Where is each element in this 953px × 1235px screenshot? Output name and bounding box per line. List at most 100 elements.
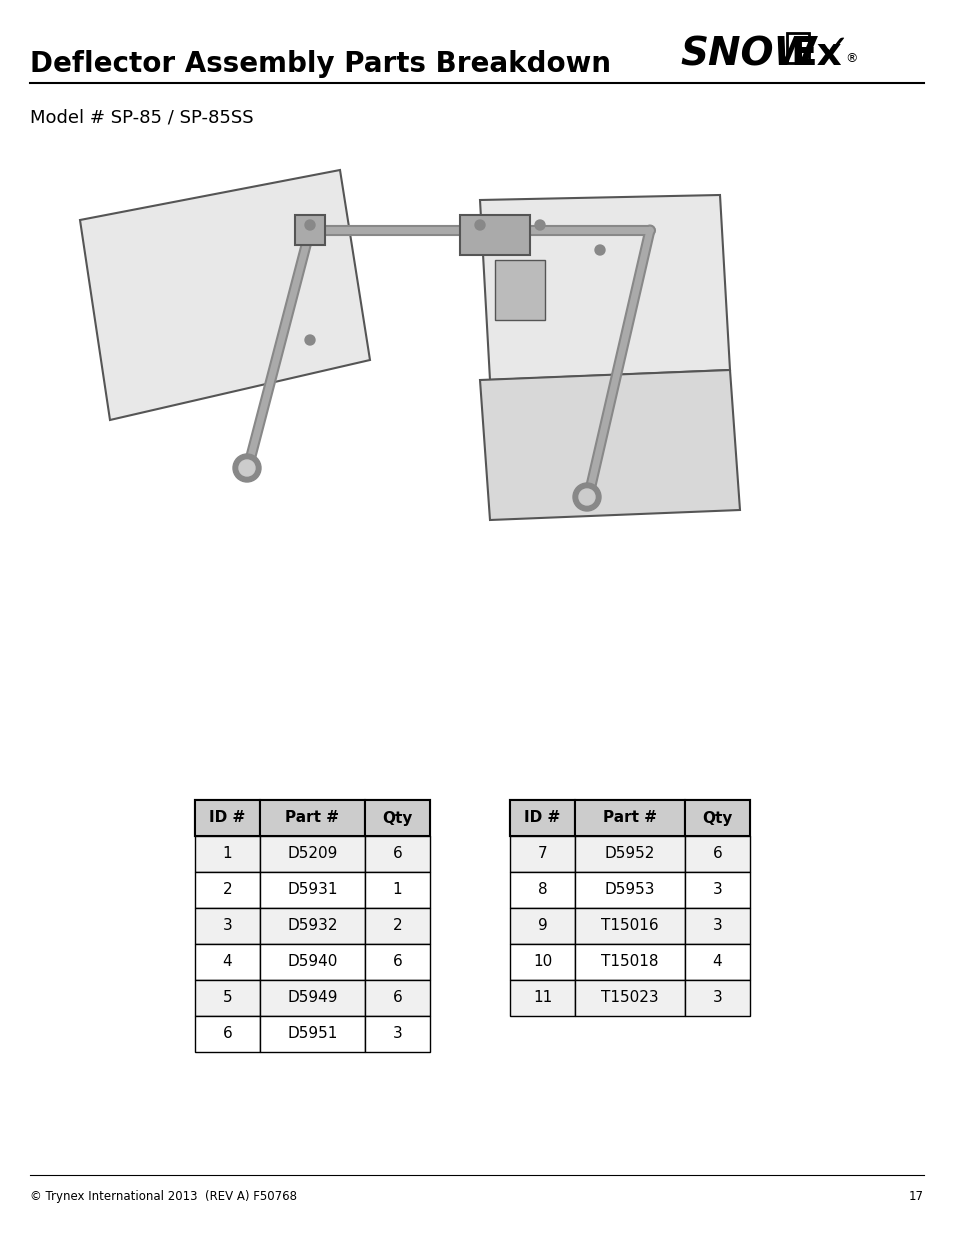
- Text: 8: 8: [537, 883, 547, 898]
- Bar: [365, 836, 430, 872]
- Text: 7: 7: [537, 846, 547, 862]
- Text: 5: 5: [222, 990, 233, 1005]
- Text: 6: 6: [393, 846, 402, 862]
- Bar: [260, 836, 365, 872]
- Circle shape: [535, 220, 544, 230]
- Bar: [365, 908, 430, 944]
- Text: Model # SP-85 / SP-85SS: Model # SP-85 / SP-85SS: [30, 107, 253, 126]
- Bar: [684, 981, 749, 1016]
- Bar: [365, 981, 430, 1016]
- Polygon shape: [80, 170, 370, 420]
- Polygon shape: [479, 195, 729, 380]
- Bar: [684, 836, 749, 872]
- Circle shape: [233, 454, 261, 482]
- Bar: [260, 872, 365, 908]
- Polygon shape: [479, 370, 740, 520]
- Text: 3: 3: [222, 919, 233, 934]
- Bar: [194, 981, 260, 1016]
- Bar: [510, 800, 749, 836]
- Bar: [459, 215, 530, 254]
- Text: 4: 4: [712, 955, 721, 969]
- Text: D5932: D5932: [287, 919, 337, 934]
- Text: Qty: Qty: [701, 810, 732, 825]
- Circle shape: [595, 245, 604, 254]
- Text: D5951: D5951: [287, 1026, 337, 1041]
- Text: Qty: Qty: [382, 810, 413, 825]
- Text: ✓: ✓: [820, 33, 849, 67]
- Text: T15018: T15018: [600, 955, 659, 969]
- Bar: [194, 800, 430, 836]
- Text: 9: 9: [537, 919, 547, 934]
- Bar: [365, 944, 430, 981]
- Text: 3: 3: [712, 919, 721, 934]
- Bar: [786, 33, 808, 63]
- Text: 6: 6: [222, 1026, 233, 1041]
- Text: T15016: T15016: [600, 919, 659, 934]
- Text: T15023: T15023: [600, 990, 659, 1005]
- Bar: [510, 800, 575, 836]
- Circle shape: [475, 220, 484, 230]
- Bar: [260, 800, 365, 836]
- Text: 6: 6: [712, 846, 721, 862]
- Bar: [365, 872, 430, 908]
- Bar: [575, 836, 684, 872]
- Bar: [684, 800, 749, 836]
- Text: Ex: Ex: [789, 35, 841, 73]
- Bar: [575, 800, 684, 836]
- Bar: [510, 872, 575, 908]
- Bar: [575, 908, 684, 944]
- Text: 3: 3: [393, 1026, 402, 1041]
- Text: ID #: ID #: [209, 810, 245, 825]
- Bar: [260, 1016, 365, 1052]
- Bar: [194, 872, 260, 908]
- Text: ®: ®: [844, 52, 857, 65]
- Text: 17: 17: [908, 1191, 923, 1203]
- Bar: [194, 836, 260, 872]
- Text: 10: 10: [533, 955, 552, 969]
- Bar: [365, 1016, 430, 1052]
- Text: D5209: D5209: [287, 846, 337, 862]
- Text: D5949: D5949: [287, 990, 337, 1005]
- Text: D5953: D5953: [604, 883, 655, 898]
- Bar: [575, 944, 684, 981]
- Bar: [294, 215, 325, 245]
- Bar: [684, 908, 749, 944]
- Bar: [510, 836, 575, 872]
- Text: 1: 1: [222, 846, 233, 862]
- Text: Part #: Part #: [285, 810, 339, 825]
- Bar: [260, 908, 365, 944]
- Text: 3: 3: [712, 883, 721, 898]
- Bar: [684, 944, 749, 981]
- Bar: [365, 800, 430, 836]
- Text: 11: 11: [533, 990, 552, 1005]
- Text: © Trynex International 2013  (REV A) F50768: © Trynex International 2013 (REV A) F507…: [30, 1191, 296, 1203]
- Text: 6: 6: [393, 990, 402, 1005]
- Text: 3: 3: [712, 990, 721, 1005]
- Bar: [575, 981, 684, 1016]
- Text: Part #: Part #: [602, 810, 657, 825]
- Text: 6: 6: [393, 955, 402, 969]
- Bar: [194, 944, 260, 981]
- Bar: [510, 981, 575, 1016]
- Circle shape: [573, 483, 600, 511]
- Text: ID #: ID #: [524, 810, 560, 825]
- Bar: [684, 872, 749, 908]
- Text: D5931: D5931: [287, 883, 337, 898]
- Bar: [194, 908, 260, 944]
- Bar: [194, 1016, 260, 1052]
- Circle shape: [578, 489, 595, 505]
- Bar: [194, 800, 260, 836]
- Circle shape: [239, 459, 254, 475]
- Bar: [260, 981, 365, 1016]
- Text: D5952: D5952: [604, 846, 655, 862]
- Bar: [260, 944, 365, 981]
- Bar: [495, 261, 544, 320]
- Bar: [510, 944, 575, 981]
- Circle shape: [305, 335, 314, 345]
- Text: SNOW: SNOW: [679, 35, 816, 73]
- Text: 4: 4: [222, 955, 233, 969]
- Text: Deflector Assembly Parts Breakdown: Deflector Assembly Parts Breakdown: [30, 49, 610, 78]
- Text: 2: 2: [393, 919, 402, 934]
- Text: 1: 1: [393, 883, 402, 898]
- Text: 2: 2: [222, 883, 233, 898]
